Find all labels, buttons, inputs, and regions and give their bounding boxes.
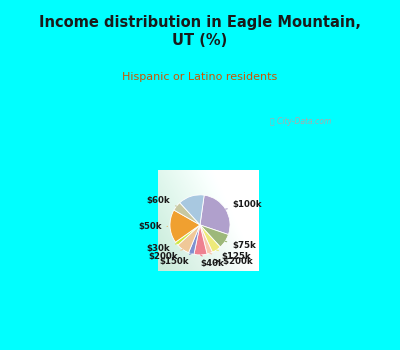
Text: $100k: $100k: [226, 200, 262, 209]
Wedge shape: [188, 225, 200, 254]
Text: ⓘ City-Data.com: ⓘ City-Data.com: [270, 117, 331, 126]
Wedge shape: [176, 225, 200, 245]
Wedge shape: [180, 195, 204, 225]
Text: $125k: $125k: [216, 250, 251, 261]
Wedge shape: [178, 225, 200, 253]
Text: > $200k: > $200k: [210, 253, 252, 266]
Text: $75k: $75k: [225, 241, 256, 250]
Text: Income distribution in Eagle Mountain,
UT (%): Income distribution in Eagle Mountain, U…: [39, 15, 361, 48]
Wedge shape: [200, 225, 228, 247]
Wedge shape: [200, 195, 230, 234]
Text: $30k: $30k: [146, 244, 176, 253]
Wedge shape: [194, 225, 207, 255]
Wedge shape: [200, 225, 212, 254]
Text: $50k: $50k: [138, 222, 167, 231]
Wedge shape: [170, 210, 200, 242]
Text: Hispanic or Latino residents: Hispanic or Latino residents: [122, 72, 278, 82]
Text: $200k: $200k: [148, 250, 183, 261]
Wedge shape: [200, 225, 220, 252]
Text: $150k: $150k: [159, 254, 191, 266]
Wedge shape: [174, 203, 200, 225]
Text: $60k: $60k: [146, 196, 176, 206]
Text: $40k: $40k: [200, 255, 224, 268]
